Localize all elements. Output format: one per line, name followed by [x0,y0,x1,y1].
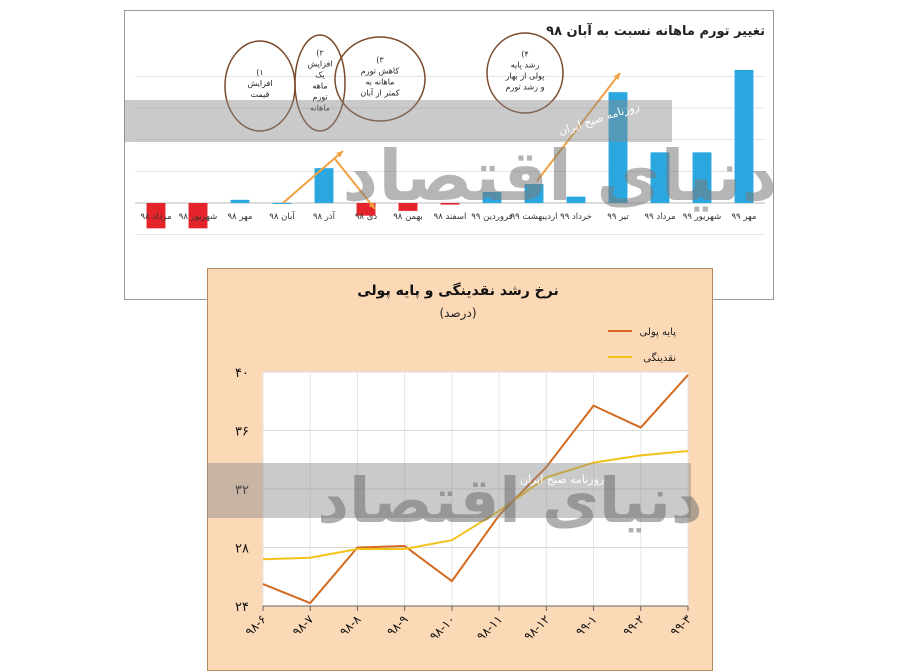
top-bar [272,203,292,204]
annotation-text: (۱ افزایش قیمت [247,68,272,99]
top-category-label: مرداد ۹۹ [644,212,675,222]
top-bar [524,184,544,203]
top-bar [566,196,586,203]
x-tick-label: ۹۹-۱ [573,612,600,639]
annotation-ellipse [486,32,564,114]
x-tick-label: ۹۹-۲ [620,612,647,639]
y-tick-label: ۲۸ [235,542,249,557]
top-chart-title: تغییر تورم ماهانه نسبت به آبان ۹۸ [546,22,765,39]
y-tick-label: ۳۲ [235,483,249,498]
top-category-label: بهمن ۹۸ [393,212,423,222]
trend-arrow [282,150,344,204]
x-tick-label: ۹۸-۱۱ [474,612,505,643]
top-bar [608,92,628,203]
top-category-label: دی ۹۸ [355,212,377,222]
top-category-label: تیر ۹۹ [607,212,629,222]
top-category-label: شهریور ۹۹ [683,212,721,222]
top-bar [482,191,502,203]
top-category-label: فروردین ۹۹ [471,212,512,222]
x-tick-label: ۹۸-۶ [242,612,269,639]
top-annotation: (۲ افزایش یک ماهه تورم ماهانه [294,34,346,132]
annotation-text: (۴ رشد پایه پولی از بهار و رشد تورم [505,50,545,92]
top-bar [230,199,250,203]
x-tick-label: ۹۸-۱۲ [521,612,552,643]
top-category-label: اردیبهشت ۹۹ [511,212,558,222]
top-bars [146,70,754,229]
liquidity-growth-chart: نرخ رشد نقدینگی و پایه پولی (درصد) پایه … [207,268,713,671]
top-category-label: آبان ۹۸ [269,210,295,222]
series-line [262,449,689,561]
series-line [262,374,689,605]
top-category-label: مهر ۹۸ [227,212,252,222]
y-tick-label: ۴۰ [235,366,249,381]
annotation-text: (۲ افزایش یک ماهه تورم ماهانه [307,49,332,113]
bottom-chart-subtitle: (درصد) [439,306,476,321]
trend-arrow [536,72,621,182]
bottom-chart-title: نرخ رشد نقدینگی و پایه پولی [357,282,558,299]
top-annotation: (۴ رشد پایه پولی از بهار و رشد تورم [486,32,564,114]
top-bar [146,203,166,229]
legend-label: پایه پولی [640,327,677,338]
top-bar [188,203,208,229]
y-tick-label: ۳۶ [235,425,249,440]
monthly-inflation-svg: تغییر تورم ماهانه نسبت به آبان ۹۸ مهر ۹۹… [135,22,765,236]
top-arrows [282,72,621,210]
top-annotations: (۱ افزایش قیمت (۲ افزایش یک ماهه تورم ماهانه (۳ کا… [224,32,564,132]
top-bar [440,203,460,205]
top-category-label: مرداد ۹۸ [140,212,171,222]
x-tick-label: ۹۹-۳ [667,612,694,639]
top-category-label: آذر ۹۸ [313,210,336,222]
annotation-ellipse [294,34,346,132]
monthly-inflation-chart: تغییر تورم ماهانه نسبت به آبان ۹۸ مهر ۹۹… [124,10,774,300]
top-bar [650,152,670,203]
top-category-label: مهر ۹۹ [731,212,756,222]
top-bar [692,152,712,203]
top-bar [398,203,418,211]
annotation-text: (۳ کاهش تورم ماهانه به کمتر از آبان [360,56,399,98]
annotation-ellipse [334,36,426,122]
trend-arrow [334,158,376,210]
x-tick-label: ۹۸-۸ [337,612,364,639]
top-bar [734,70,754,203]
legend: پایه پولی نقدینگی [608,327,676,364]
top-category-labels: مهر ۹۹ شهریور ۹۹ مرداد ۹۹ تیر ۹۹ خرداد ۹۹ارد… [140,210,756,222]
x-tick-label: ۹۸-۷ [290,612,317,639]
top-annotation: (۱ افزایش قیمت [224,40,296,132]
x-tick-label: ۹۸-۱۰ [427,612,458,643]
legend-label: نقدینگی [643,352,676,364]
top-annotation: (۳ کاهش تورم ماهانه به کمتر از آبان [334,36,426,122]
top-category-label: شهریور ۹۸ [179,212,217,222]
top-category-label: اسفند ۹۸ [434,212,467,222]
liquidity-growth-svg: نرخ رشد نقدینگی و پایه پولی (درصد) پایه … [235,282,694,643]
top-grid [135,75,765,236]
top-bar [314,168,334,203]
x-tick-label: ۹۸-۹ [384,612,411,639]
y-tick-label: ۲۴ [235,600,249,615]
top-category-label: خرداد ۹۹ [560,212,592,222]
plot-area: ۲۴ ۲۸ ۳۲ ۳۶ ۴۰ ۹۸-۶ ۹۸-۷ ۹۸-۸ ۹۸-۹ ۹۸-۱۰ ۹۸-۱۱ ۹۸-۱… [235,366,694,643]
